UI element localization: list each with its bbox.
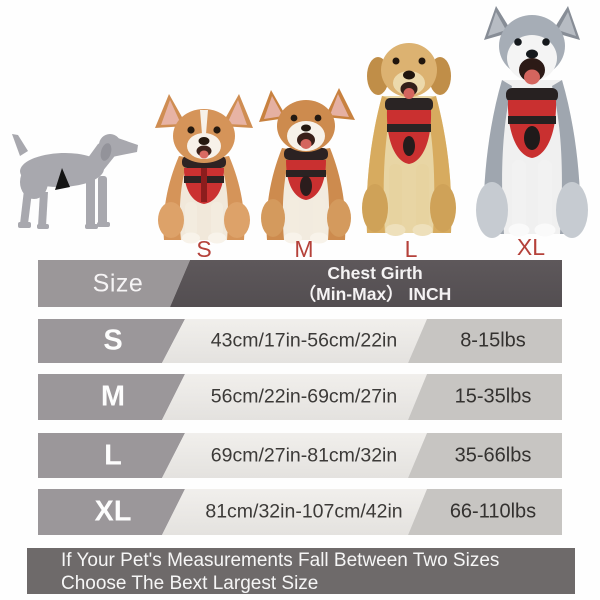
size-value: L bbox=[104, 439, 122, 471]
husky-photo bbox=[476, 6, 588, 238]
weight-value: 8-15lbs bbox=[460, 329, 526, 352]
triangle-mark bbox=[55, 168, 70, 190]
weight-cell bbox=[408, 374, 562, 420]
weight-value: 66-110lbs bbox=[449, 500, 537, 523]
dog-size-tag-l: L bbox=[404, 236, 418, 262]
corgi-puppy-photo bbox=[155, 94, 253, 244]
golden-retriever-photo bbox=[362, 43, 456, 236]
girth-value: 81cm/32in-107cm/42in bbox=[205, 500, 403, 523]
weight-value: 15-35lbs bbox=[454, 385, 532, 408]
size-value: S bbox=[103, 324, 123, 357]
header-size-cell bbox=[38, 260, 190, 307]
weight-cell bbox=[408, 319, 562, 363]
girth-value: 69cm/27in-81cm/32in bbox=[210, 444, 398, 466]
dog-silhouette-icon bbox=[12, 134, 138, 229]
corgi-photo bbox=[259, 88, 355, 244]
table-row-xl: XL 81cm/32in-107cm/42in 66-110lbs bbox=[38, 489, 562, 535]
dog-size-tag-xl: XL bbox=[516, 234, 546, 260]
fit-note-line2: Choose The Bext Largest Size bbox=[61, 572, 319, 594]
weight-value: 35-66lbs bbox=[454, 444, 532, 466]
size-cell bbox=[38, 374, 185, 420]
table-header-row: Size Chest Girth （Min-Max） INCH bbox=[38, 260, 562, 307]
girth-cell bbox=[162, 489, 427, 535]
table-row-l: L 69cm/27in-81cm/32in 35-66lbs bbox=[38, 433, 562, 478]
dog-size-tag-s: S bbox=[196, 236, 212, 262]
girth-cell bbox=[162, 433, 427, 478]
girth-cell bbox=[162, 374, 427, 420]
weight-cell bbox=[408, 433, 562, 478]
size-cell bbox=[38, 489, 185, 535]
fit-note-line1: If Your Pet's Measurements Fall Between … bbox=[61, 550, 500, 571]
size-cell bbox=[38, 319, 185, 363]
girth-value: 56cm/22in-69cm/27in bbox=[210, 385, 398, 408]
size-value: M bbox=[100, 380, 126, 413]
header-girth-label: Chest Girth （Min-Max） INCH bbox=[188, 263, 562, 305]
size-value: XL bbox=[94, 495, 132, 528]
table-row-m: M 56cm/22in-69cm/27in 15-35lbs bbox=[38, 374, 562, 420]
fit-note: If Your Pet's Measurements Fall Between … bbox=[27, 548, 575, 594]
size-cell bbox=[38, 433, 185, 478]
weight-cell bbox=[408, 489, 562, 535]
girth-cell bbox=[162, 319, 427, 363]
header-girth-line2: （Min-Max） INCH bbox=[298, 283, 452, 304]
header-girth-line1: Chest Girth bbox=[327, 262, 423, 283]
table-row-s: S 43cm/17in-56cm/22in 8-15lbs bbox=[38, 319, 562, 363]
dog-size-tag-m: M bbox=[294, 236, 314, 262]
header-size-label: Size bbox=[92, 269, 144, 297]
header-girth-cell bbox=[170, 260, 562, 307]
girth-value: 43cm/17in-56cm/22in bbox=[210, 329, 398, 352]
